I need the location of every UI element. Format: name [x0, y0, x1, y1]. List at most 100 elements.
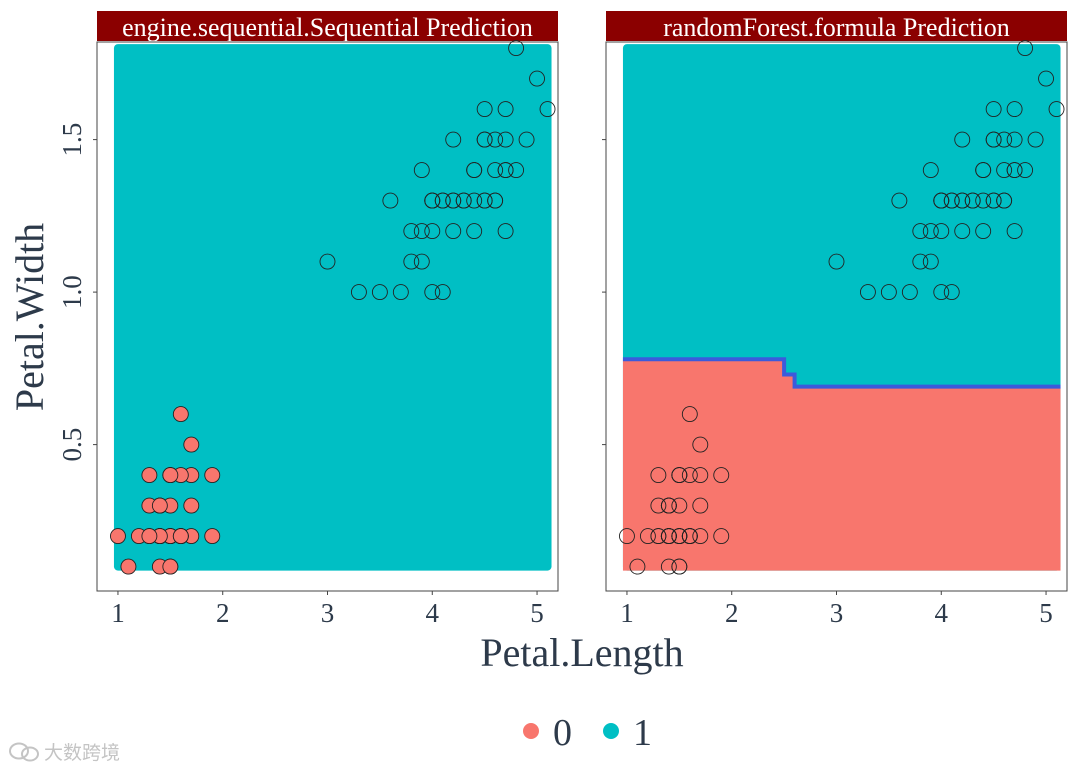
data-point [985, 192, 1002, 209]
data-point [151, 497, 168, 514]
data-point [1017, 162, 1034, 179]
data-point [1017, 40, 1034, 57]
data-point [985, 131, 1002, 148]
data-point [497, 101, 514, 118]
data-point [183, 436, 200, 453]
data-point [497, 223, 514, 240]
data-point [954, 131, 971, 148]
data-point [172, 406, 189, 423]
data-point [141, 467, 158, 484]
data-point [455, 192, 472, 209]
data-point [933, 223, 950, 240]
data-point [891, 192, 908, 209]
data-point [319, 253, 336, 270]
data-point [681, 528, 698, 545]
data-point [713, 528, 730, 545]
data-point [660, 497, 677, 514]
wechat-bubble-icon [9, 742, 39, 761]
data-point [828, 253, 845, 270]
data-point [671, 528, 688, 545]
data-point [985, 101, 1002, 118]
x-tick-label: 5 [530, 598, 544, 628]
x-tick-label: 3 [830, 598, 844, 628]
data-point [413, 223, 430, 240]
data-point [912, 253, 929, 270]
data-point [880, 284, 897, 301]
data-point [692, 497, 709, 514]
data-point [350, 284, 367, 301]
data-point [996, 131, 1013, 148]
data-point [713, 467, 730, 484]
prediction-region-class-0 [622, 359, 1061, 571]
prediction-region-class-1 [113, 44, 552, 571]
data-point [508, 40, 525, 57]
data-point [434, 192, 451, 209]
data-point [964, 192, 981, 209]
data-point [466, 192, 483, 209]
data-point [943, 192, 960, 209]
data-point [650, 467, 667, 484]
data-point [403, 253, 420, 270]
data-point [162, 558, 179, 575]
data-point [660, 528, 677, 545]
data-point [110, 528, 126, 545]
data-point [660, 558, 677, 575]
data-point [487, 162, 504, 179]
x-tick-label: 4 [935, 598, 949, 628]
y-tick-label: 0.5 [57, 428, 87, 462]
data-point [912, 223, 929, 240]
y-tick-label: 1.0 [57, 275, 87, 309]
data-point [466, 162, 483, 179]
data-point [650, 528, 667, 545]
data-point [382, 192, 399, 209]
data-point [487, 131, 504, 148]
panel-strip [97, 11, 558, 41]
data-point [692, 528, 709, 545]
data-point [629, 558, 646, 575]
x-tick-label: 2 [216, 598, 230, 628]
data-point [681, 406, 698, 423]
data-point [901, 284, 918, 301]
panel-strip [606, 11, 1067, 41]
watermark: 大数跨境 [8, 738, 120, 765]
data-point [1027, 131, 1044, 148]
data-point [859, 284, 876, 301]
data-point [922, 223, 939, 240]
x-tick-label: 1 [111, 598, 125, 628]
legend-key-0 [523, 723, 539, 739]
data-point [692, 467, 709, 484]
data-point [141, 528, 158, 545]
data-point [466, 223, 483, 240]
x-axis-title: Petal.Length [480, 630, 683, 675]
data-point [120, 558, 137, 575]
x-tick-label: 5 [1039, 598, 1053, 628]
data-point [975, 162, 992, 179]
data-point [671, 497, 688, 514]
data-point [529, 70, 545, 87]
data-point [162, 467, 179, 484]
data-point [518, 131, 535, 148]
legend-label-0: 0 [553, 712, 572, 754]
data-point [424, 223, 441, 240]
data-point [487, 192, 504, 209]
data-point [424, 284, 441, 301]
data-point [650, 497, 667, 514]
data-point [539, 101, 556, 118]
data-point [204, 467, 221, 484]
data-point [943, 284, 960, 301]
data-point [619, 528, 635, 545]
data-point [445, 131, 462, 148]
data-point [975, 192, 992, 209]
x-tick-label: 3 [321, 598, 335, 628]
watermark-text: 大数跨境 [44, 742, 121, 764]
data-point [476, 192, 493, 209]
data-point [497, 131, 514, 148]
data-point [1006, 131, 1023, 148]
data-point [996, 162, 1013, 179]
data-point [371, 284, 388, 301]
data-point [975, 223, 992, 240]
data-point [445, 192, 462, 209]
